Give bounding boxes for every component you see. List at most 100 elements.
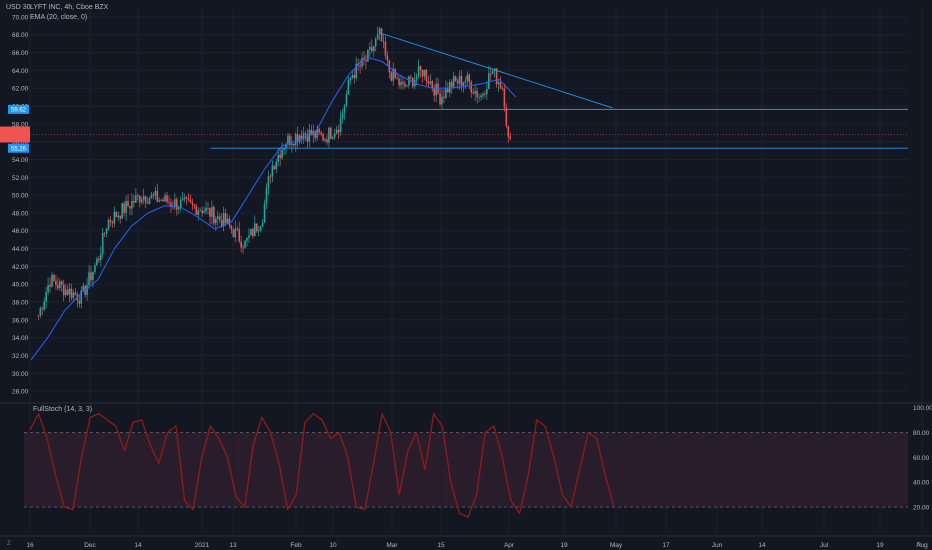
candle-body	[119, 215, 122, 219]
candle-body	[103, 232, 106, 234]
candle-body	[435, 83, 437, 96]
candle-body	[394, 68, 396, 78]
candle-body	[474, 90, 476, 94]
candle-body	[359, 65, 361, 67]
candle-body	[450, 82, 453, 87]
time-tick-label: Jun	[712, 542, 723, 549]
stoch-tick-label: 40.00	[913, 480, 930, 487]
candle-body	[88, 272, 90, 286]
time-tick-label: 13	[229, 542, 237, 549]
candle-body	[185, 197, 188, 199]
candle-body	[421, 69, 424, 77]
currency-code: USD	[6, 4, 21, 11]
candle-body	[302, 133, 305, 140]
candle-body	[201, 210, 203, 214]
candle-body	[142, 196, 145, 200]
last-price-tag	[0, 126, 30, 143]
candle-body	[269, 176, 272, 178]
ema-legend[interactable]: EMA (20, close, 0)	[30, 14, 88, 21]
candle-body	[464, 80, 467, 83]
timezone-icon[interactable]: Z	[7, 541, 11, 547]
candle-body	[230, 225, 233, 230]
candle-body	[310, 129, 313, 136]
candle-body	[47, 284, 49, 293]
candle-body	[345, 94, 348, 106]
candle-body	[441, 96, 443, 105]
candle-body	[82, 285, 84, 291]
candle-body	[105, 228, 108, 234]
price-tick-label: 54.00	[12, 157, 29, 164]
currency-value: 30	[22, 4, 31, 11]
candle-body	[273, 165, 276, 170]
candle-body	[138, 195, 141, 203]
price-tick-label: 40.00	[12, 282, 29, 289]
candle-body	[398, 78, 400, 86]
candle-body	[367, 49, 369, 62]
candle-body	[107, 220, 110, 229]
candle-body	[404, 83, 406, 87]
candle-body	[489, 73, 492, 75]
candle-body	[187, 198, 190, 201]
candle-body	[193, 204, 196, 207]
candle-body	[70, 288, 73, 298]
candle-body	[501, 88, 504, 90]
price-label-lower-bg	[8, 143, 29, 153]
candle-body	[316, 128, 318, 138]
candle-body	[462, 82, 465, 86]
candle-body	[351, 75, 354, 78]
candle-body	[263, 203, 266, 223]
candle-body	[99, 253, 102, 261]
candle-body	[402, 81, 404, 84]
price-tick-label: 64.00	[12, 68, 29, 75]
candle-body	[478, 97, 480, 98]
candle-body	[382, 40, 385, 42]
candle-body	[60, 281, 63, 285]
candle-body	[491, 70, 494, 74]
candle-body	[177, 207, 180, 210]
candle-body	[121, 203, 123, 219]
stoch-line	[29, 413, 615, 518]
candle-body	[322, 134, 324, 141]
candle-body	[369, 47, 371, 50]
candle-body	[289, 135, 291, 146]
candle-body	[238, 229, 240, 242]
ema-line	[30, 56, 517, 361]
candle-body	[168, 201, 170, 203]
candle-body	[296, 134, 299, 142]
candle-body	[445, 87, 447, 98]
candle-body	[191, 202, 194, 205]
symbol-title[interactable]: LYFT INC, 4h, Cboe BZX	[30, 4, 109, 11]
candle-body	[115, 211, 118, 218]
stoch-legend[interactable]: FullStoch (14, 3, 3)	[33, 406, 93, 413]
candle-body	[176, 199, 178, 210]
stoch-tick-label: 60.00	[913, 455, 930, 462]
candle-body	[222, 213, 225, 227]
price-tick-label: 68.00	[12, 32, 29, 39]
candle-body	[361, 58, 363, 67]
candle-body	[117, 215, 120, 218]
candle-body	[466, 74, 469, 81]
candle-body	[144, 196, 147, 203]
candle-body	[148, 198, 151, 204]
candle-body	[207, 207, 209, 209]
price-tick-label: 36.00	[12, 317, 29, 324]
time-tick-label: 19	[876, 542, 884, 549]
candle-body	[160, 199, 162, 201]
candle-body	[423, 69, 426, 77]
candle-body	[43, 301, 45, 310]
candle-body	[74, 292, 77, 295]
candle-body	[482, 93, 484, 96]
candle-body	[484, 93, 486, 95]
time-tick-label: 19	[560, 542, 568, 549]
price-label-upper-bg	[8, 104, 29, 114]
time-tick-label: 17	[662, 542, 670, 549]
price-tick-label: 62.00	[12, 86, 29, 93]
candle-body	[287, 135, 289, 145]
candle-body	[291, 143, 293, 146]
candle-body	[396, 77, 398, 79]
time-tick-label: Dec	[84, 542, 96, 549]
candle-body	[57, 284, 59, 289]
gear-icon[interactable]: ⚙	[916, 542, 922, 548]
candle-body	[236, 228, 239, 230]
